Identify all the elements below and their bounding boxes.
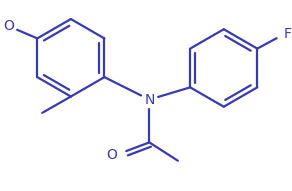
Text: O: O: [3, 19, 14, 33]
Text: O: O: [106, 148, 117, 162]
Text: F: F: [284, 27, 292, 41]
Text: N: N: [144, 93, 154, 107]
